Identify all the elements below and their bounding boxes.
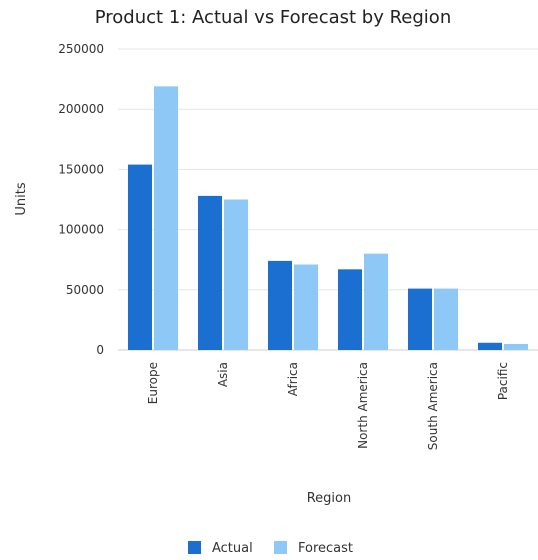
y-axis-label: Units (14, 182, 29, 215)
bar-actual-pacific (478, 342, 502, 350)
x-axis-ticks: Europe Asia Africa North America South Ameri… (146, 362, 510, 450)
bar-forecast-north-america (364, 253, 388, 350)
legend-swatch-actual (188, 541, 201, 554)
bar-forecast-south-america (434, 288, 458, 350)
legend-label-forecast: Forecast (298, 541, 353, 556)
x-tick-label: Pacific (496, 362, 510, 400)
chart-title: Product 1: Actual vs Forecast by Region (95, 7, 451, 28)
y-tick-label: 100000 (58, 223, 104, 237)
y-tick-label: 250000 (58, 42, 104, 56)
bar-actual-europe (128, 164, 152, 350)
bar-forecast-asia (224, 199, 248, 350)
y-tick-label: 150000 (58, 162, 104, 176)
y-axis-ticks: 0 50000 100000 150000 200000 250000 (58, 42, 104, 357)
x-tick-label: North America (356, 362, 370, 449)
legend-swatch-forecast (274, 541, 287, 554)
x-axis-label: Region (307, 491, 352, 506)
bar-forecast-pacific (504, 343, 528, 350)
x-tick-label: South America (426, 362, 440, 450)
x-tick-label: Asia (216, 362, 230, 387)
y-tick-label: 0 (96, 343, 104, 357)
bar-actual-south-america (408, 288, 432, 350)
bars (128, 86, 528, 350)
bar-actual-north-america (338, 269, 362, 350)
bar-actual-africa (268, 260, 292, 350)
gridlines (118, 48, 538, 351)
legend-label-actual: Actual (212, 541, 253, 556)
legend: Actual Forecast (188, 541, 353, 556)
bar-forecast-africa (294, 264, 318, 350)
y-tick-label: 50000 (66, 283, 104, 297)
y-tick-label: 200000 (58, 102, 104, 116)
x-tick-label: Africa (286, 362, 300, 396)
x-tick-label: Europe (146, 362, 160, 404)
bar-forecast-europe (154, 86, 178, 350)
bar-actual-asia (198, 195, 222, 350)
